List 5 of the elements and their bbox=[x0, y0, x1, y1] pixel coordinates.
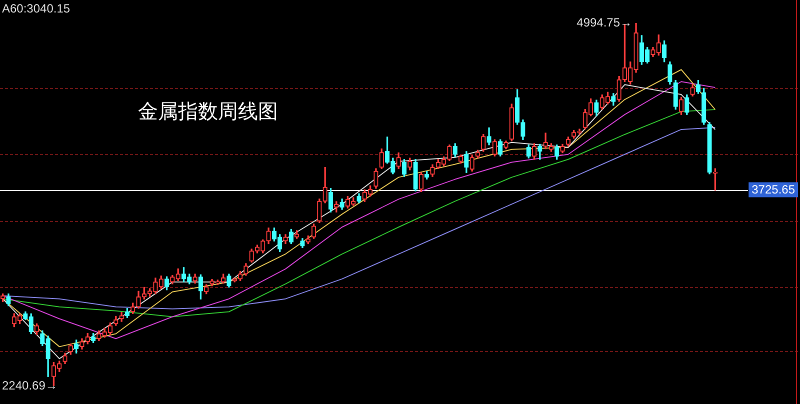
text: 金属指数周线图 bbox=[138, 99, 278, 124]
text: A60:3040.15 bbox=[2, 1, 70, 16]
ref-line-label: 3725.65 bbox=[752, 182, 796, 197]
annotation: 2240.69→ bbox=[2, 378, 58, 392]
annotation: 4994.75→ bbox=[576, 15, 632, 30]
